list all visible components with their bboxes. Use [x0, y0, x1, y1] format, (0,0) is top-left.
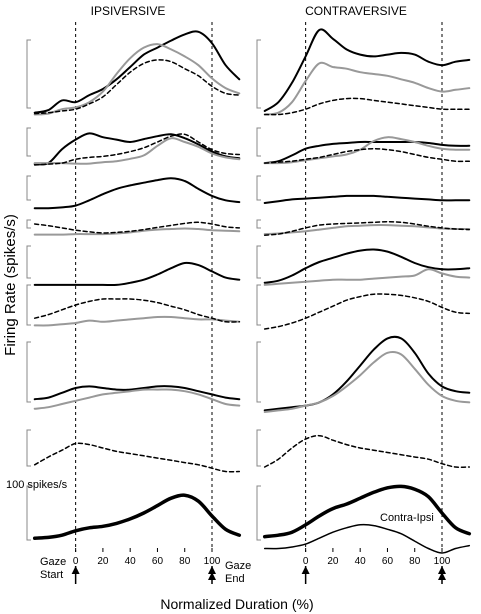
panel-ipsiversive: 0 20 40 60 80 100	[26, 22, 242, 584]
gaze-start-label: Gaze Start	[40, 556, 66, 581]
scale-bracket	[26, 127, 31, 157]
series-line-0-0	[33, 30, 241, 114]
panel-titles: IPSIVERSIVE CONTRAVERSIVE	[91, 4, 407, 18]
series-line-1-14	[263, 434, 471, 469]
scale-bracket	[256, 429, 261, 467]
difference-trace-label: Contra-Ipsi	[380, 512, 434, 524]
series-line-1-11	[263, 293, 471, 330]
x-tick-label: 20	[327, 556, 339, 567]
scale-bracket	[256, 341, 261, 403]
series-line-1-4	[263, 136, 471, 165]
x-axis-label: Normalized Duration (%)	[160, 596, 313, 612]
series-line-1-2	[263, 97, 471, 116]
series-line-0-14	[33, 442, 241, 473]
scale-bracket	[256, 39, 261, 109]
series-line-0-13	[33, 388, 241, 410]
scale-bracket	[256, 219, 261, 229]
scale-bracket	[26, 219, 31, 229]
x-tick-label: 60	[152, 556, 164, 567]
gaze-start-arrow-head	[301, 566, 310, 574]
series-line-0-7	[33, 227, 241, 236]
series-line-0-6	[33, 177, 241, 210]
series-line-1-16	[263, 523, 471, 554]
series-line-0-8	[33, 221, 241, 234]
x-tick-label: 60	[382, 556, 394, 567]
scale-bracket	[26, 341, 31, 403]
x-tick-label: 0	[303, 556, 309, 567]
scale-bracket	[26, 485, 31, 541]
scale-bracket	[26, 284, 31, 326]
x-tick-label: 100	[434, 556, 451, 567]
series-line-0-5	[33, 133, 241, 166]
gaze-start-arrow-head	[71, 566, 80, 574]
series-line-1-15	[262, 484, 472, 539]
series-line-0-9	[33, 261, 241, 287]
series-line-0-4	[33, 137, 241, 165]
scale-bracket	[256, 284, 261, 326]
gaze-end-arrow-head2	[438, 572, 446, 580]
series-line-0-11	[33, 298, 241, 323]
y-axis-label: Firing Rate (spikes/s)	[2, 214, 19, 356]
gaze-start-label-line1: Gaze	[40, 556, 66, 568]
x-tick-label: 40	[355, 556, 367, 567]
gaze-end-arrow-head	[208, 566, 216, 574]
series-line-0-3	[33, 132, 241, 166]
series-line-0-2	[33, 59, 241, 115]
gaze-end-label: Gaze End	[225, 560, 251, 585]
panel-title-contraversive: CONTRAVERSIVE	[305, 4, 407, 18]
panel-contraversive: 0 20 40 60 80 100	[256, 22, 472, 584]
gaze-end-label-line2: End	[225, 573, 245, 585]
scale-bracket	[256, 485, 261, 541]
x-tick-label: 80	[409, 556, 421, 567]
series-line-0-12	[33, 385, 241, 401]
series-line-1-12	[263, 335, 471, 412]
gaze-start-label-line2: Start	[40, 569, 63, 581]
x-tick-label: 80	[179, 556, 191, 567]
panel-title-ipsiversive: IPSIVERSIVE	[91, 4, 166, 18]
gaze-end-arrow-head	[438, 566, 446, 574]
series-line-0-15	[32, 493, 242, 540]
x-tick-label: 0	[73, 556, 79, 567]
scale-bracket	[256, 127, 261, 157]
series-line-1-6	[263, 194, 471, 204]
x-tick-label: 40	[125, 556, 137, 567]
series-line-1-10	[263, 268, 471, 286]
x-tick-label: 20	[97, 556, 109, 567]
series-line-1-1	[263, 61, 471, 116]
scale-bracket	[26, 245, 31, 279]
scale-bar-label: 100 spikes/s	[6, 479, 68, 491]
series-line-1-0	[263, 28, 471, 112]
series-line-1-8	[263, 221, 471, 236]
scale-bracket	[256, 245, 261, 279]
x-tick-label: 100	[204, 556, 221, 567]
series-line-1-3	[263, 140, 471, 165]
gaze-end-label-line1: Gaze	[225, 560, 251, 572]
series-line-1-7	[263, 224, 471, 236]
series-line-0-10	[33, 315, 241, 327]
scale-bracket	[256, 175, 261, 201]
scale-bracket	[26, 175, 31, 201]
series-line-1-13	[263, 351, 471, 413]
series-line-0-1	[33, 43, 241, 116]
gaze-end-arrow-head2	[208, 572, 216, 580]
scale-bracket	[26, 39, 31, 109]
scale-bracket	[26, 429, 31, 467]
series-line-1-5	[263, 147, 471, 164]
series-line-1-9	[263, 248, 471, 284]
